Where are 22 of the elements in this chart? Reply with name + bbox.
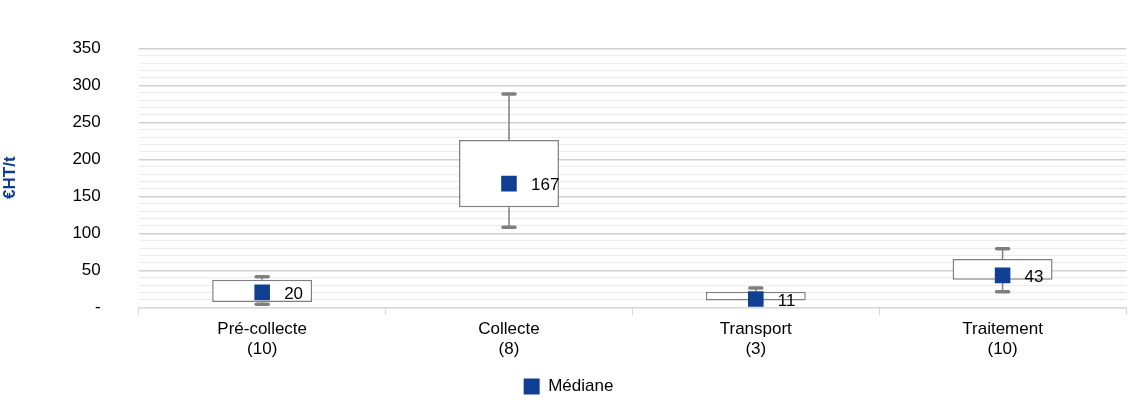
x-tick-label: Collecte (8) bbox=[478, 319, 540, 359]
y-tick-label: 300 bbox=[72, 74, 101, 94]
point bbox=[748, 291, 764, 307]
point bbox=[994, 267, 1011, 284]
point bbox=[254, 284, 270, 301]
point bbox=[501, 175, 517, 192]
y-tick-label: 250 bbox=[72, 111, 101, 131]
y-tick-label: 150 bbox=[72, 185, 101, 205]
y-tick-label: 100 bbox=[72, 222, 101, 242]
data-label: 167 bbox=[530, 175, 560, 195]
x-tick-label: Traitement (10) bbox=[962, 319, 1044, 359]
x-tick-label: Transport (3) bbox=[719, 319, 793, 359]
x-tick-label: Pré-collecte (10) bbox=[217, 319, 308, 359]
y-axis-title: €HT/t bbox=[0, 156, 19, 199]
y-tick-label: 350 bbox=[72, 37, 101, 57]
data-label: 43 bbox=[1024, 267, 1044, 287]
data-label: 20 bbox=[284, 284, 304, 304]
data-label: 11 bbox=[777, 290, 796, 310]
y-tick-label: 200 bbox=[72, 148, 101, 168]
legend-label: Médiane bbox=[548, 376, 614, 396]
y-tick-label: - bbox=[95, 296, 101, 316]
y-tick-label: 50 bbox=[81, 259, 101, 279]
